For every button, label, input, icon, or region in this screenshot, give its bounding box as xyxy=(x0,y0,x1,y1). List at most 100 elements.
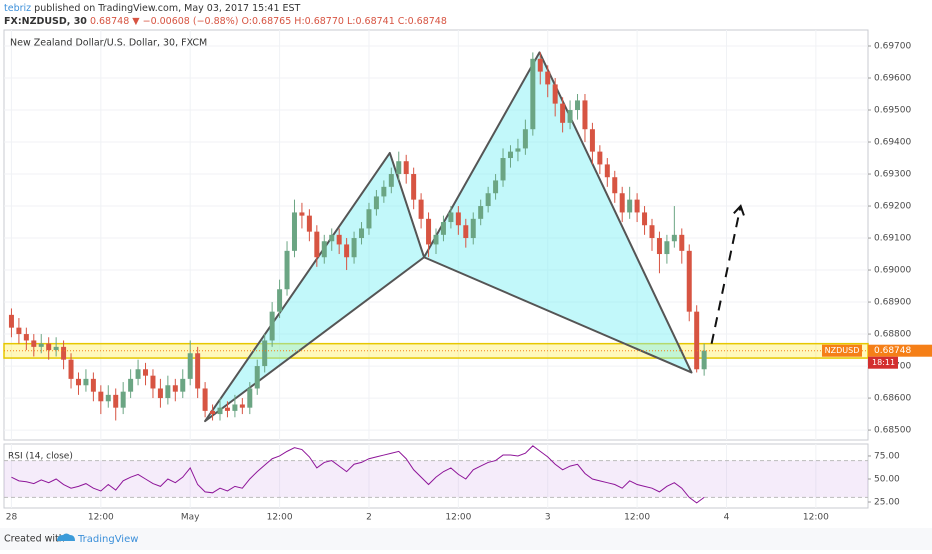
candle-body xyxy=(515,148,521,152)
candle-body xyxy=(567,110,573,123)
candle-body xyxy=(388,174,394,187)
candle-body xyxy=(433,234,439,245)
candle-body xyxy=(23,334,29,341)
candle-body xyxy=(679,234,685,251)
rsi-pane xyxy=(3,443,869,509)
candle-body xyxy=(575,100,581,111)
timer: 18:11 xyxy=(872,358,895,367)
candle-body xyxy=(284,250,290,290)
x-tick-label: 2 xyxy=(366,513,372,523)
footer-created: Created with xyxy=(4,534,65,545)
price-tag xyxy=(868,344,932,357)
header-line: tebriz published on TradingView.com, May… xyxy=(4,3,301,14)
candle-body xyxy=(701,350,707,370)
timer-tag xyxy=(868,356,898,369)
candle-body xyxy=(336,234,342,245)
candle-body xyxy=(373,196,379,210)
x-tick-label: May xyxy=(181,513,200,523)
candle-body xyxy=(254,366,260,389)
candle-body xyxy=(217,407,223,415)
candle-body xyxy=(507,151,513,159)
candle-body xyxy=(262,340,268,367)
candle-body xyxy=(210,410,216,415)
rsi-line xyxy=(11,445,705,504)
candle-body xyxy=(306,215,312,232)
x-tick-label: 12:00 xyxy=(88,513,114,523)
published: published on TradingView.com, May 03, 20… xyxy=(34,3,300,14)
y-tick-label: 0.68800 xyxy=(874,330,911,340)
candle-body xyxy=(38,343,44,347)
candle-body xyxy=(604,164,610,178)
candle-body xyxy=(500,158,506,181)
candle-body xyxy=(113,394,119,408)
symbol-line: FX:NZDUSD, 30 0.68748 ▼ −0.00608 (−0.88%… xyxy=(4,16,447,27)
candle-body xyxy=(426,218,432,245)
candle-body xyxy=(493,180,499,194)
candle-body xyxy=(61,346,67,360)
candle-body xyxy=(105,394,111,402)
candle-body xyxy=(90,378,96,392)
logo-icon xyxy=(57,533,75,541)
candle-body xyxy=(195,353,201,389)
candle-body xyxy=(16,327,22,335)
candle-body xyxy=(664,241,670,255)
y-tick-label: 0.69600 xyxy=(874,74,911,84)
candle-body xyxy=(470,218,476,239)
x-tick-label: 3 xyxy=(545,513,551,523)
y-tick-label: 0.69500 xyxy=(874,106,911,116)
candle-body xyxy=(396,161,402,175)
candle-body xyxy=(686,250,692,312)
candle-body xyxy=(344,244,350,258)
x-tick-label: 12:00 xyxy=(267,513,293,523)
candle-body xyxy=(299,212,305,216)
candle-body xyxy=(619,193,625,213)
candle-body xyxy=(649,225,655,239)
symbol: FX:NZDUSD, 30 xyxy=(4,16,87,27)
arrow-head xyxy=(733,204,745,216)
footer-brand[interactable]: TradingView xyxy=(77,534,138,545)
candle-body xyxy=(359,228,365,239)
projection-arrow xyxy=(710,205,742,344)
y-tick-label: 50.00 xyxy=(874,474,900,484)
candle-body xyxy=(627,199,633,213)
candle-body xyxy=(597,151,603,165)
rsi-band xyxy=(4,460,868,498)
candle-body xyxy=(552,84,558,104)
candle-body xyxy=(172,385,178,392)
candle-body xyxy=(150,375,156,389)
candle-body xyxy=(381,186,387,197)
candle-body xyxy=(83,378,89,386)
symbol-label: NZDUSD xyxy=(825,346,860,355)
candle-body xyxy=(485,193,491,207)
candle-body xyxy=(202,388,208,411)
change: ▼ −0.00608 (−0.88%) xyxy=(132,16,238,27)
candle-body xyxy=(522,129,528,149)
candle-body xyxy=(455,212,461,226)
y-tick-label: 0.68900 xyxy=(874,298,911,308)
footer-bar xyxy=(0,528,932,550)
candle-body xyxy=(224,407,230,411)
main-pane xyxy=(3,29,869,441)
candle-body xyxy=(478,206,484,219)
candle-body xyxy=(187,353,193,379)
plot-layer: 28 12:00 May 12:00 2 12:00 3 12:00 4 12:00 0.68500… xyxy=(3,30,932,523)
candle-body xyxy=(75,378,81,386)
candle-body xyxy=(642,212,648,226)
candle-body xyxy=(232,404,238,411)
candle-body xyxy=(8,314,14,328)
candle-body xyxy=(239,404,245,408)
y-tick-label: 0.69100 xyxy=(874,234,911,244)
y-tick-label: 0.68600 xyxy=(874,394,911,404)
harmonic-pattern xyxy=(423,51,693,374)
candle-body xyxy=(128,378,134,392)
candle-body xyxy=(321,241,327,258)
candle-body xyxy=(277,289,283,312)
x-tick-label: 28 xyxy=(6,513,18,523)
author[interactable]: tebriz xyxy=(4,3,31,14)
candle-body xyxy=(656,238,662,255)
candle-body xyxy=(671,234,677,242)
ohlc-close: C:0.68748 xyxy=(398,16,447,27)
candle-body xyxy=(560,103,566,123)
candle-body xyxy=(120,391,126,408)
candle-body xyxy=(157,388,163,399)
